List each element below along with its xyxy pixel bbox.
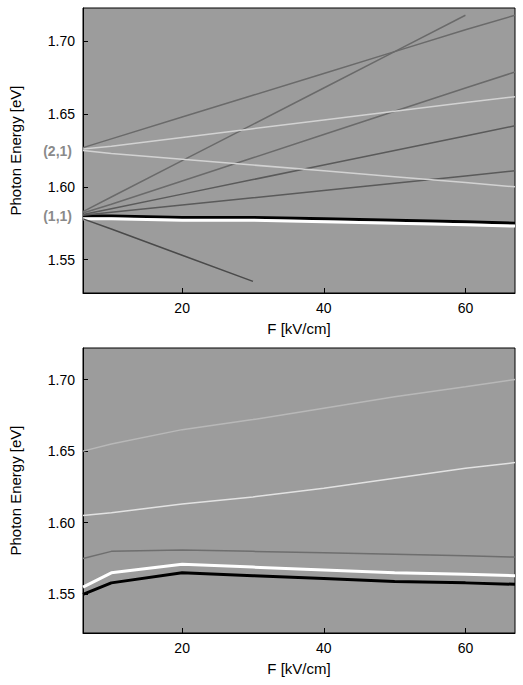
svg-text:40: 40 [316, 300, 332, 316]
svg-text:1.65: 1.65 [48, 106, 75, 122]
svg-text:1.55: 1.55 [48, 252, 75, 268]
svg-text:1.60: 1.60 [48, 179, 75, 195]
svg-text:20: 20 [174, 300, 190, 316]
svg-text:20: 20 [174, 640, 190, 656]
svg-text:60: 60 [458, 640, 474, 656]
svg-text:Photon Energy [eV]: Photon Energy [eV] [7, 85, 24, 215]
svg-text:1.55: 1.55 [48, 586, 75, 602]
svg-text:40: 40 [316, 640, 332, 656]
svg-text:Photon Energy [eV]: Photon Energy [eV] [7, 425, 24, 555]
svg-text:1.65: 1.65 [48, 443, 75, 459]
svg-text:F [kV/cm]: F [kV/cm] [267, 320, 330, 337]
svg-text:1.60: 1.60 [48, 515, 75, 531]
svg-text:F [kV/cm]: F [kV/cm] [267, 660, 330, 677]
svg-text:(1,1): (1,1) [43, 208, 72, 224]
svg-text:1.70: 1.70 [48, 33, 75, 49]
svg-text:1.70: 1.70 [48, 372, 75, 388]
svg-text:60: 60 [458, 300, 474, 316]
svg-text:(2,1): (2,1) [43, 143, 72, 159]
